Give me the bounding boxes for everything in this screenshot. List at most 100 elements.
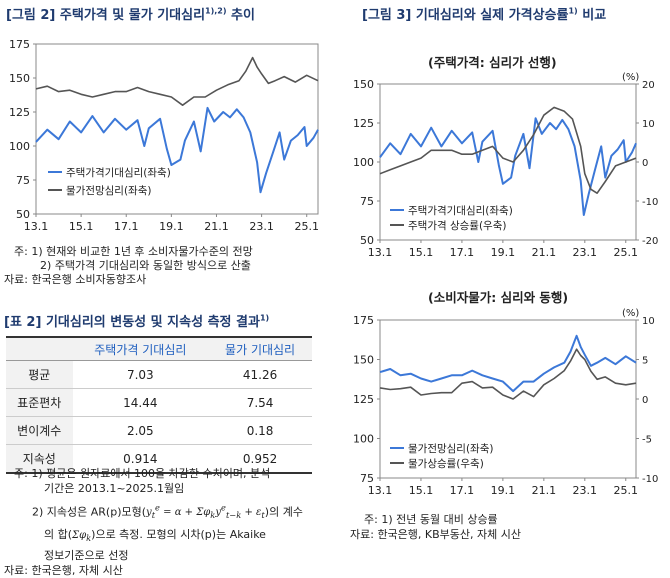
cell-house: 7.03 [72, 360, 209, 389]
row-label: 평균 [6, 360, 73, 389]
x-tick-label: 15.1 [69, 220, 94, 233]
legend-label: 주택가격기대심리(좌축) [408, 204, 513, 217]
y-right-tick-label: -5 [642, 435, 652, 446]
series-line-1 [35, 56, 319, 106]
figure2-title: [그림 2] 주택가격 및 물가 기대심리1),2) 추이 [6, 6, 255, 23]
x-tick-label: 21.1 [532, 484, 557, 497]
right-unit-label: (%) [622, 308, 639, 319]
table-row: 표준편차 14.44 7.54 [6, 388, 312, 417]
figure3-title: [그림 3] 기대심리와 실제 가격상승률1) 비교 [362, 6, 607, 23]
chart3-title: (소비자물가: 심리와 동행) [428, 290, 569, 305]
x-tick-label: 15.1 [409, 484, 434, 497]
y-right-tick-label: 0 [642, 158, 648, 169]
table2-source: 자료: 한국은행, 자체 시산 [4, 564, 123, 577]
row-label: 지속성 [6, 444, 73, 474]
table-row: 지속성 0.914 0.952 [6, 444, 312, 474]
plot-frame [35, 43, 319, 215]
series-line-0 [379, 117, 637, 216]
legend-label: 물가전망심리(좌축) [66, 185, 151, 197]
y-tick-label: 175 [9, 38, 30, 51]
figure2-note-1: 주: 1) 현재와 비교한 1년 후 소비자물가수준의 전망 [14, 245, 253, 258]
y-tick-label: 75 [16, 174, 30, 187]
figure3-cpi-chart: 75 100 125 150 175 -10 -5 0 5 10(%) 13.1 15.1 17.1 19… [353, 308, 658, 497]
x-tick-label: 25.1 [294, 220, 319, 233]
row-label: 표준편차 [6, 388, 73, 417]
figure3-house-chart: 50 75 100 125 150 -20 -10 0 10 20(%) 13.1 15.1 17.1 1… [353, 72, 658, 259]
x-tick-label: 21.1 [532, 246, 557, 259]
y-tick-label: 100 [353, 156, 374, 169]
table2-note-2c: 정보기준으로 선정 [44, 549, 129, 562]
y-tick-label: 75 [360, 195, 374, 208]
table2-note-2: 2) 지속성은 AR(p)모형(yte = α + Σφkyet−k + εt)… [32, 503, 303, 521]
y-tick-label: 150 [353, 78, 374, 91]
x-tick-label: 17.1 [450, 484, 475, 497]
series-line-1 [379, 106, 637, 194]
table-row: 평균 7.03 41.26 [6, 360, 312, 389]
figure2-chart: 50 75 100 125 150 175 13.1 15.1 17.1 19.1 21.1 23.1… [9, 38, 319, 233]
y-right-tick-label: 5 [642, 356, 648, 367]
y-right-tick-label: 10 [642, 119, 655, 130]
cell-price: 0.18 [208, 416, 312, 445]
y-tick-label: 50 [360, 234, 374, 247]
x-tick-label: 13.1 [368, 484, 393, 497]
row-label: 변이계수 [6, 416, 73, 445]
series-line-0 [35, 106, 319, 194]
x-tick-label: 25.1 [614, 484, 639, 497]
x-tick-label: 25.1 [614, 246, 639, 259]
x-tick-label: 17.1 [450, 246, 475, 259]
y-tick-label: 125 [353, 117, 374, 130]
y-right-tick-label: 10 [642, 316, 655, 327]
stats-table: 주택가격 기대심리 물가 기대심리 평균 7.03 41.26 표준편차 14.… [6, 336, 312, 474]
table-row: 변이계수 2.05 0.18 [6, 416, 312, 445]
y-right-tick-label: -20 [642, 236, 658, 247]
x-tick-label: 21.1 [204, 220, 229, 233]
y-right-tick-label: -10 [642, 197, 658, 208]
x-tick-label: 13.1 [368, 246, 393, 259]
x-tick-label: 19.1 [159, 220, 184, 233]
cell-price: 41.26 [208, 360, 312, 389]
x-tick-label: 23.1 [249, 220, 274, 233]
col-price: 물가 기대심리 [208, 336, 312, 361]
y-tick-label: 150 [9, 72, 30, 85]
legend-label: 물가전망심리(좌축) [408, 443, 493, 455]
table2-note-2b: 의 합(Σφk)으로 측정. 모형의 시차(p)는 Akaike [44, 528, 266, 543]
table2-title: [표 2] 기대심리의 변동성 및 지속성 측정 결과1) [4, 313, 270, 330]
right-unit-label: (%) [622, 72, 639, 83]
col-house: 주택가격 기대심리 [72, 336, 209, 361]
cell-house: 2.05 [72, 416, 209, 445]
y-right-tick-label: -10 [642, 474, 658, 485]
series-line-1 [379, 348, 637, 400]
cell-price: 7.54 [208, 388, 312, 417]
legend-label: 물가상승률(우축) [408, 458, 484, 470]
legend-label: 주택가격기대심리(좌축) [66, 166, 171, 179]
cell-price: 0.952 [208, 444, 312, 474]
y-tick-label: 100 [9, 140, 30, 153]
figure3-note-1: 주: 1) 전년 동월 대비 상승률 [364, 513, 498, 526]
y-tick-label: 50 [16, 208, 30, 221]
y-right-tick-label: 0 [642, 395, 648, 406]
figure2-source: 자료: 한국은행 소비자동향조사 [4, 273, 147, 286]
y-right-tick-label: 20 [642, 80, 655, 91]
y-tick-label: 100 [353, 433, 374, 446]
y-tick-label: 125 [353, 393, 374, 406]
table-corner [6, 336, 73, 361]
y-tick-label: 150 [353, 354, 374, 367]
y-tick-label: 175 [353, 314, 374, 327]
figure2-note-2: 2) 주택가격 기대심리와 동일한 방식으로 산출 [40, 259, 251, 272]
table-header-row: 주택가격 기대심리 물가 기대심리 [6, 336, 312, 361]
legend-label: 주택가격 상승률(우축) [408, 219, 506, 232]
cell-house: 0.914 [72, 444, 209, 474]
series-line-0 [379, 334, 637, 393]
chart2-title: (주택가격: 심리가 선행) [428, 55, 557, 70]
cell-house: 14.44 [72, 388, 209, 417]
x-tick-label: 17.1 [114, 220, 139, 233]
x-tick-label: 13.1 [24, 220, 49, 233]
x-tick-label: 23.1 [573, 246, 598, 259]
y-tick-label: 75 [360, 472, 374, 485]
y-tick-label: 125 [9, 106, 30, 119]
x-tick-label: 23.1 [573, 484, 598, 497]
x-tick-label: 19.1 [491, 484, 516, 497]
table2-note-1b: 기간은 2013.1~2025.1월임 [44, 482, 185, 495]
table2-note-1a: 주: 1) 평균은 원자료에서 100을 차감한 수치이며, 분석 [14, 467, 271, 480]
x-tick-label: 15.1 [409, 246, 434, 259]
